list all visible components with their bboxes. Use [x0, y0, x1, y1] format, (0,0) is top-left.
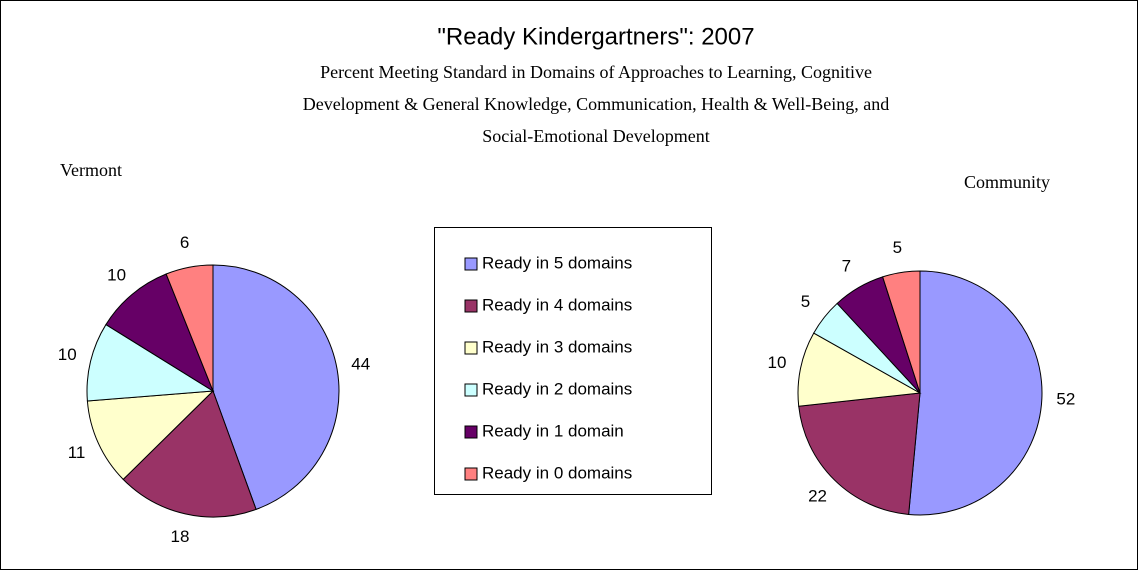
data-label: 6: [180, 233, 189, 252]
legend-label: Ready in 0 domains: [482, 463, 632, 482]
pie-slice: [797, 332, 922, 407]
pie-slice: [882, 270, 921, 394]
data-label: 22: [808, 487, 827, 506]
legend-label: Ready in 2 domains: [482, 379, 632, 398]
data-label: 10: [58, 345, 77, 364]
data-label: 18: [170, 527, 189, 546]
data-label: 44: [351, 354, 370, 373]
pie-slice: [798, 392, 921, 516]
pie-title: Vermont: [60, 160, 122, 180]
legend-swatch: [464, 425, 478, 439]
data-label: 10: [107, 266, 126, 285]
pie-slice: [908, 270, 1043, 516]
chart-title: "Ready Kindergartners": 2007: [437, 23, 754, 50]
legend-swatch: [464, 467, 478, 481]
pie-slice: [165, 264, 214, 392]
pie-slice: [122, 390, 257, 518]
legend-label: Ready in 1 domain: [482, 421, 624, 440]
chart-subtitle: Social-Emotional Development: [482, 126, 709, 146]
legend-swatch: [464, 383, 478, 397]
data-label: 10: [768, 353, 787, 372]
legend-label: Ready in 3 domains: [482, 337, 632, 356]
chart-subtitle: Development & General Knowledge, Communi…: [303, 94, 890, 114]
legend-swatch: [464, 341, 478, 355]
data-label: 5: [801, 292, 810, 311]
data-label: 7: [842, 256, 851, 275]
pie-title: Community: [964, 172, 1050, 192]
legend-swatch: [464, 299, 478, 313]
pie-slice: [212, 264, 340, 511]
chart-subtitle: Percent Meeting Standard in Domains of A…: [320, 62, 872, 82]
legend-label: Ready in 5 domains: [482, 253, 632, 272]
pie-slice: [105, 273, 215, 393]
pie-slice: [86, 323, 215, 402]
data-label: 52: [1056, 389, 1075, 408]
data-label: 11: [68, 443, 86, 462]
legend-swatch: [464, 257, 478, 271]
data-label: 5: [893, 238, 902, 257]
pie-slice: [86, 390, 215, 481]
legend-box: [434, 227, 712, 495]
legend-label: Ready in 4 domains: [482, 295, 632, 314]
